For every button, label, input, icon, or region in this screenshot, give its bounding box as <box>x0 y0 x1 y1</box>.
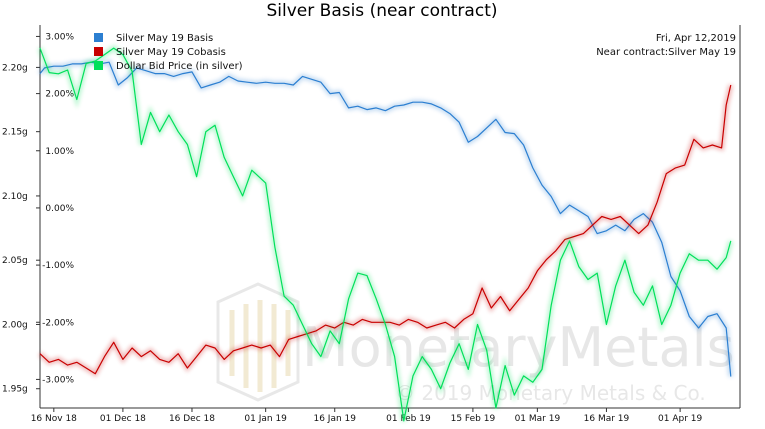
y-right-tick-label: 2.00% <box>45 90 74 100</box>
x-tick-label: 01 Mar 19 <box>515 414 561 424</box>
series-line <box>39 47 732 422</box>
y-left-tick-label: 2.00g <box>2 320 28 330</box>
contract-text: Near contract:Silver May 19 <box>596 47 736 58</box>
axes-frame <box>39 25 741 409</box>
series-1 <box>38 84 734 378</box>
y-right-tick-label: -3.00% <box>42 375 74 385</box>
legend-label-dollar: Dollar Bid Price (in silver) <box>116 61 243 72</box>
y-left-tick-label: 2.10g <box>2 192 28 202</box>
legend-label-cobasis: Silver May 19 Cobasis <box>116 47 226 58</box>
series-line <box>39 84 732 375</box>
y-left-tick-label: 1.95g <box>2 385 28 395</box>
tick-layer: 16 Nov 18 01 Dec 18 16 Dec 18 01 Jan 19 16 J… <box>2 32 702 424</box>
series-layer <box>37 45 734 422</box>
x-tick-label: 16 Dec 18 <box>169 414 215 424</box>
y-left-tick-label: 2.15g <box>2 128 28 138</box>
y-right-tick-label: 1.00% <box>45 147 74 157</box>
y-left-tick-label: 2.05g <box>2 256 28 266</box>
y-right-tick-label: -2.00% <box>42 318 74 328</box>
series-0 <box>38 59 734 377</box>
watermark-copyright: © 2019 Monetary Metals & Co. <box>395 381 706 405</box>
date-text: Fri, Apr 12,2019 <box>656 33 736 44</box>
legend: Silver May 19 Basis Silver May 19 Cobasi… <box>94 33 243 72</box>
x-tick-label: 01 Dec 18 <box>100 414 146 424</box>
legend-swatch-basis <box>94 33 103 42</box>
chart-title: Silver Basis (near contract) <box>267 1 498 21</box>
series-2 <box>37 45 734 422</box>
y-left-tick-label: 2.20g <box>2 63 28 73</box>
watermark: MonetaryMetals © 2019 Monetary Metals & … <box>216 282 735 405</box>
x-tick-label: 01 Feb 19 <box>386 414 431 424</box>
watermark-brand: MonetaryMetals <box>302 316 735 379</box>
y-right-tick-label: 0.00% <box>45 204 74 214</box>
x-tick-label: 16 Nov 18 <box>31 414 77 424</box>
legend-swatch-dollar <box>94 61 103 70</box>
y-right-tick-label: 3.00% <box>45 32 74 42</box>
legend-label-basis: Silver May 19 Basis <box>116 33 213 44</box>
x-tick-label: 16 Mar 19 <box>584 414 630 424</box>
x-tick-label: 15 Feb 19 <box>451 414 496 424</box>
x-tick-label: 16 Jan 19 <box>313 414 356 424</box>
legend-swatch-cobasis <box>94 47 103 56</box>
y-right-tick-label: -1.00% <box>42 261 74 271</box>
series-line <box>39 61 732 377</box>
x-tick-label: 01 Apr 19 <box>658 414 702 424</box>
x-tick-label: 01 Jan 19 <box>244 414 287 424</box>
